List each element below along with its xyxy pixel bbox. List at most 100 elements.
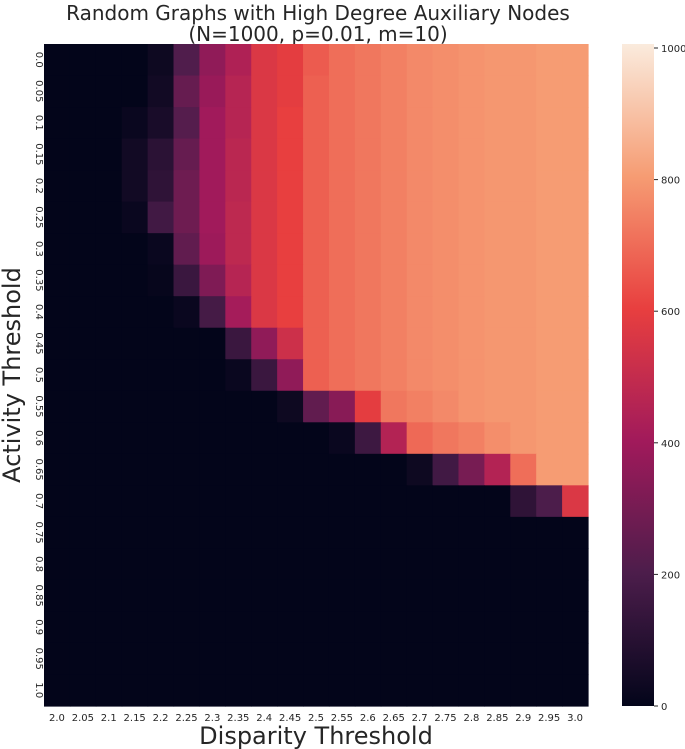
heatmap-cell (44, 44, 71, 77)
heatmap-cell (458, 296, 485, 329)
heatmap-cell (121, 327, 149, 360)
heatmap-cell (173, 44, 201, 77)
chart-subtitle: (N=1000, p=0.01, m=10) (188, 22, 447, 46)
heatmap-cell (354, 674, 382, 707)
x-tick-label: 2.75 (434, 713, 456, 724)
y-tick-label: 0.5 (33, 367, 44, 383)
heatmap-cell (328, 327, 356, 360)
heatmap-cell (277, 201, 304, 234)
heatmap-cell (147, 44, 175, 77)
heatmap-cell (147, 390, 175, 423)
heatmap-cell (173, 642, 201, 676)
heatmap-cell (121, 674, 149, 707)
heatmap-cell (432, 548, 460, 581)
heatmap-cell (173, 233, 201, 266)
heatmap-cell (406, 44, 434, 77)
heatmap-cell (121, 44, 149, 77)
y-tick-label: 0.85 (33, 585, 44, 607)
y-tick-label: 0.9 (33, 619, 44, 635)
heatmap-cell (510, 138, 537, 171)
heatmap-cell (458, 548, 485, 581)
heatmap-cell (432, 107, 460, 140)
heatmap-cell (354, 516, 382, 549)
heatmap-cell (380, 548, 408, 581)
heatmap-cell (147, 548, 175, 581)
heatmap-cell (328, 170, 356, 203)
heatmap-cell (536, 642, 563, 676)
heatmap-cell (199, 44, 226, 77)
heatmap-cell (121, 579, 149, 613)
heatmap-cell (199, 107, 226, 140)
heatmap-cell (95, 516, 123, 549)
heatmap-cell (328, 296, 356, 329)
heatmap-cell (44, 579, 71, 613)
heatmap-cell (432, 327, 460, 360)
heatmap-cell (277, 44, 304, 77)
heatmap-cell (484, 264, 511, 297)
heatmap-cell (251, 548, 278, 581)
heatmap-cell (536, 485, 563, 518)
heatmap-cell (303, 201, 330, 234)
heatmap-cell (69, 548, 97, 581)
heatmap-cell (173, 548, 201, 581)
x-tick-label: 2.85 (486, 713, 508, 724)
x-tick-label: 3.0 (567, 713, 583, 724)
heatmap-cell (536, 579, 563, 613)
heatmap-cell (406, 579, 434, 613)
heatmap-cell (69, 44, 97, 77)
heatmap-cell (510, 390, 537, 423)
heatmap-cell (562, 516, 589, 549)
heatmap-cell (328, 611, 356, 644)
heatmap-cell (536, 674, 563, 707)
heatmap-cell (510, 422, 537, 455)
heatmap-cell (251, 642, 278, 676)
heatmap-cell (328, 264, 356, 297)
heatmap-cell (406, 296, 434, 329)
heatmap-cell (173, 485, 201, 518)
heatmap-cell (484, 138, 511, 171)
heatmap-cell (95, 107, 123, 140)
heatmap-cell (277, 422, 304, 455)
heatmap-cell (484, 296, 511, 329)
heatmap-cell (251, 611, 278, 644)
heatmap-cell (69, 390, 97, 423)
heatmap-cell (432, 264, 460, 297)
heatmap-cell (562, 327, 589, 360)
heatmap-cell (121, 233, 149, 266)
heatmap-cell (380, 201, 408, 234)
heatmap-cell (562, 107, 589, 140)
heatmap-cell (458, 674, 485, 707)
heatmap-cell (406, 453, 434, 486)
colorbar-tick-label: 200 (661, 570, 680, 581)
heatmap-cell (484, 516, 511, 549)
heatmap-cell (277, 138, 304, 171)
y-tick-label: 0.4 (33, 304, 44, 320)
heatmap-cell (251, 485, 278, 518)
heatmap-cell (328, 642, 356, 676)
heatmap-cell (147, 264, 175, 297)
heatmap-cell (277, 485, 304, 518)
heatmap-cell (536, 296, 563, 329)
y-tick-label: 0.95 (33, 648, 44, 670)
heatmap-cell (199, 516, 226, 549)
heatmap-cell (510, 359, 537, 392)
heatmap-cell (44, 201, 71, 234)
heatmap-cell (225, 296, 252, 329)
heatmap-cell (95, 611, 123, 644)
heatmap-cell (406, 642, 434, 676)
heatmap-cell (225, 642, 252, 676)
heatmap-cell (199, 75, 226, 108)
heatmap-cell (303, 107, 330, 140)
heatmap-cell (484, 44, 511, 77)
colorbar (622, 44, 654, 706)
heatmap-cell (432, 75, 460, 108)
heatmap-cell (303, 579, 330, 613)
heatmap-cell (458, 359, 485, 392)
heatmap-cell (95, 233, 123, 266)
heatmap-cell (69, 107, 97, 140)
heatmap-cell (147, 138, 175, 171)
heatmap-cell (406, 548, 434, 581)
y-tick-label: 0.7 (33, 493, 44, 509)
heatmap-cell (173, 453, 201, 486)
heatmap-cell (328, 548, 356, 581)
